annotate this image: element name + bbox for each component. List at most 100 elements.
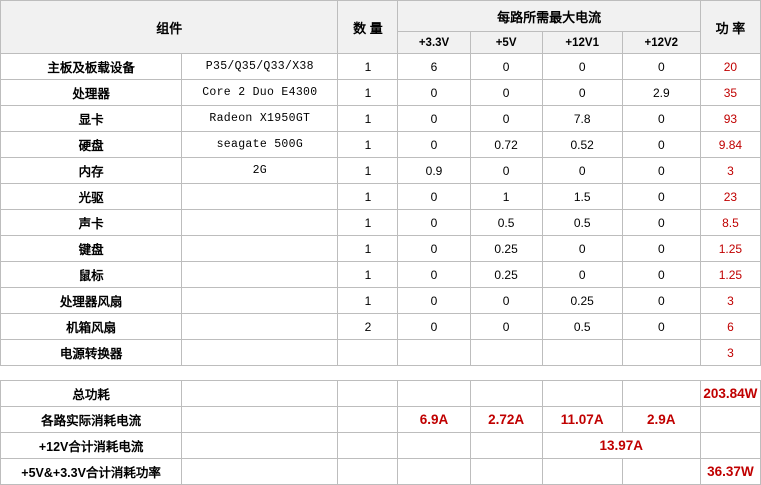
- row-current-3v3: 0: [397, 261, 471, 288]
- summary-value-5v-33v-power: 36.37W: [699, 458, 761, 485]
- row-component-model: [181, 235, 339, 262]
- row-current-12v2: 0: [621, 261, 701, 288]
- row-current-3v3: [397, 339, 471, 366]
- summary-current-12v2: 2.9A: [621, 406, 701, 433]
- row-current-12v1: 0: [541, 53, 623, 80]
- summary-label-rail-currents: 各路实际消耗电流: [0, 406, 183, 433]
- summary-blank-cell: [181, 380, 339, 407]
- summary-blank-cell: [469, 458, 543, 485]
- row-component-name: 电源转换器: [0, 339, 183, 366]
- row-current-5v: 0: [469, 79, 543, 106]
- row-power: 20: [699, 53, 761, 80]
- summary-blank-cell: [699, 406, 761, 433]
- row-current-12v2: 0: [621, 287, 701, 314]
- summary-blank-cell: [469, 380, 543, 407]
- summary-row-total-power: 总功耗 203.84W: [0, 380, 761, 407]
- row-current-12v1: 0.52: [541, 131, 623, 158]
- row-current-3v3: 6: [397, 53, 471, 80]
- row-component-name: 内存: [0, 157, 183, 184]
- row-current-3v3: 0: [397, 287, 471, 314]
- row-current-3v3: 0.9: [397, 157, 471, 184]
- row-current-3v3: 0: [397, 209, 471, 236]
- row-component-name: 声卡: [0, 209, 183, 236]
- row-current-5v: 0.72: [469, 131, 543, 158]
- row-current-5v: 0: [469, 157, 543, 184]
- row-current-5v: 0: [469, 287, 543, 314]
- header-rail-3v3: +3.3V: [397, 31, 471, 54]
- row-power: 6: [699, 313, 761, 340]
- table-row: 内存 2G 1 0.9 0 0 0 3: [0, 157, 761, 184]
- header-power: 功 率: [699, 0, 761, 54]
- row-quantity: [337, 339, 399, 366]
- row-component-model: [181, 313, 339, 340]
- summary-label-12v-total: +12V合计消耗电流: [0, 432, 183, 459]
- row-current-12v2: 0: [621, 131, 701, 158]
- row-current-12v1: 1.5: [541, 183, 623, 210]
- row-current-12v2: [621, 339, 701, 366]
- row-current-5v: 0: [469, 313, 543, 340]
- summary-blank-cell: [181, 458, 339, 485]
- summary-label-5v-33v-power: +5V&+3.3V合计消耗功率: [0, 458, 183, 485]
- row-current-12v1: 7.8: [541, 105, 623, 132]
- row-component-model: P35/Q35/Q33/X38: [181, 53, 339, 80]
- row-component-name: 键盘: [0, 235, 183, 262]
- row-component-model: [181, 287, 339, 314]
- row-power: 3: [699, 287, 761, 314]
- table-row: 电源转换器 3: [0, 339, 761, 366]
- summary-blank-cell: [337, 432, 399, 459]
- row-current-12v1: 0: [541, 157, 623, 184]
- summary-row-rail-currents: 各路实际消耗电流 6.9A 2.72A 11.07A 2.9A: [0, 406, 761, 433]
- row-current-5v: 0.25: [469, 235, 543, 262]
- row-component-name: 机箱风扇: [0, 313, 183, 340]
- row-component-name: 鼠标: [0, 261, 183, 288]
- row-current-3v3: 0: [397, 313, 471, 340]
- row-current-12v2: 0: [621, 235, 701, 262]
- row-component-model: [181, 261, 339, 288]
- row-current-12v1: [541, 339, 623, 366]
- row-component-model: Core 2 Duo E4300: [181, 79, 339, 106]
- row-power: 3: [699, 157, 761, 184]
- row-current-12v2: 0: [621, 105, 701, 132]
- row-current-5v: 0: [469, 53, 543, 80]
- row-component-model: [181, 209, 339, 236]
- header-rail-12v1: +12V1: [541, 31, 623, 54]
- row-quantity: 1: [337, 235, 399, 262]
- header-rail-12v2: +12V2: [621, 31, 701, 54]
- row-current-12v1: 0.5: [541, 209, 623, 236]
- summary-row-12v-total: +12V合计消耗电流 13.97A: [0, 432, 761, 459]
- row-power: 23: [699, 183, 761, 210]
- row-component-model: [181, 339, 339, 366]
- table-row: 处理器风扇 1 0 0 0.25 0 3: [0, 287, 761, 314]
- row-current-12v2: 0: [621, 209, 701, 236]
- table-body: 主板及板载设备 P35/Q35/Q33/X38 1 6 0 0 0 20 处理器…: [0, 53, 761, 485]
- row-power: 1.25: [699, 235, 761, 262]
- table-row: 硬盘 seagate 500G 1 0 0.72 0.52 0 9.84: [0, 131, 761, 158]
- row-current-5v: [469, 339, 543, 366]
- row-component-model: seagate 500G: [181, 131, 339, 158]
- row-current-5v: 1: [469, 183, 543, 210]
- row-current-12v1: 0: [541, 79, 623, 106]
- row-component-model: 2G: [181, 157, 339, 184]
- table-header-row-rails: +3.3V +5V +12V1 +12V2: [1, 31, 761, 54]
- header-current-group: 每路所需最大电流: [397, 0, 701, 32]
- table-row: 显卡 Radeon X1950GT 1 0 0 7.8 0 93: [0, 105, 761, 132]
- row-current-3v3: 0: [397, 105, 471, 132]
- row-current-12v1: 0: [541, 261, 623, 288]
- header-component: 组件: [0, 0, 339, 54]
- table-row: 主板及板载设备 P35/Q35/Q33/X38 1 6 0 0 0 20: [0, 53, 761, 80]
- row-current-12v1: 0.5: [541, 313, 623, 340]
- summary-blank-cell: [469, 432, 543, 459]
- summary-blank-cell: [621, 380, 701, 407]
- summary-value-12v-total: 13.97A: [541, 432, 701, 459]
- row-component-name: 主板及板载设备: [0, 53, 183, 80]
- table-header-row-main: 组件 数 量 每路所需最大电流 功 率: [0, 0, 761, 54]
- table-row: 光驱 1 0 1 1.5 0 23: [0, 183, 761, 210]
- row-current-3v3: 0: [397, 131, 471, 158]
- row-quantity: 1: [337, 79, 399, 106]
- row-current-12v2: 0: [621, 157, 701, 184]
- spacer-cell: [1, 366, 761, 381]
- summary-blank-cell: [181, 406, 339, 433]
- row-quantity: 2: [337, 313, 399, 340]
- table-row: 处理器 Core 2 Duo E4300 1 0 0 0 2.9 35: [0, 79, 761, 106]
- summary-row-5v-33v-power: +5V&+3.3V合计消耗功率 36.37W: [0, 458, 761, 485]
